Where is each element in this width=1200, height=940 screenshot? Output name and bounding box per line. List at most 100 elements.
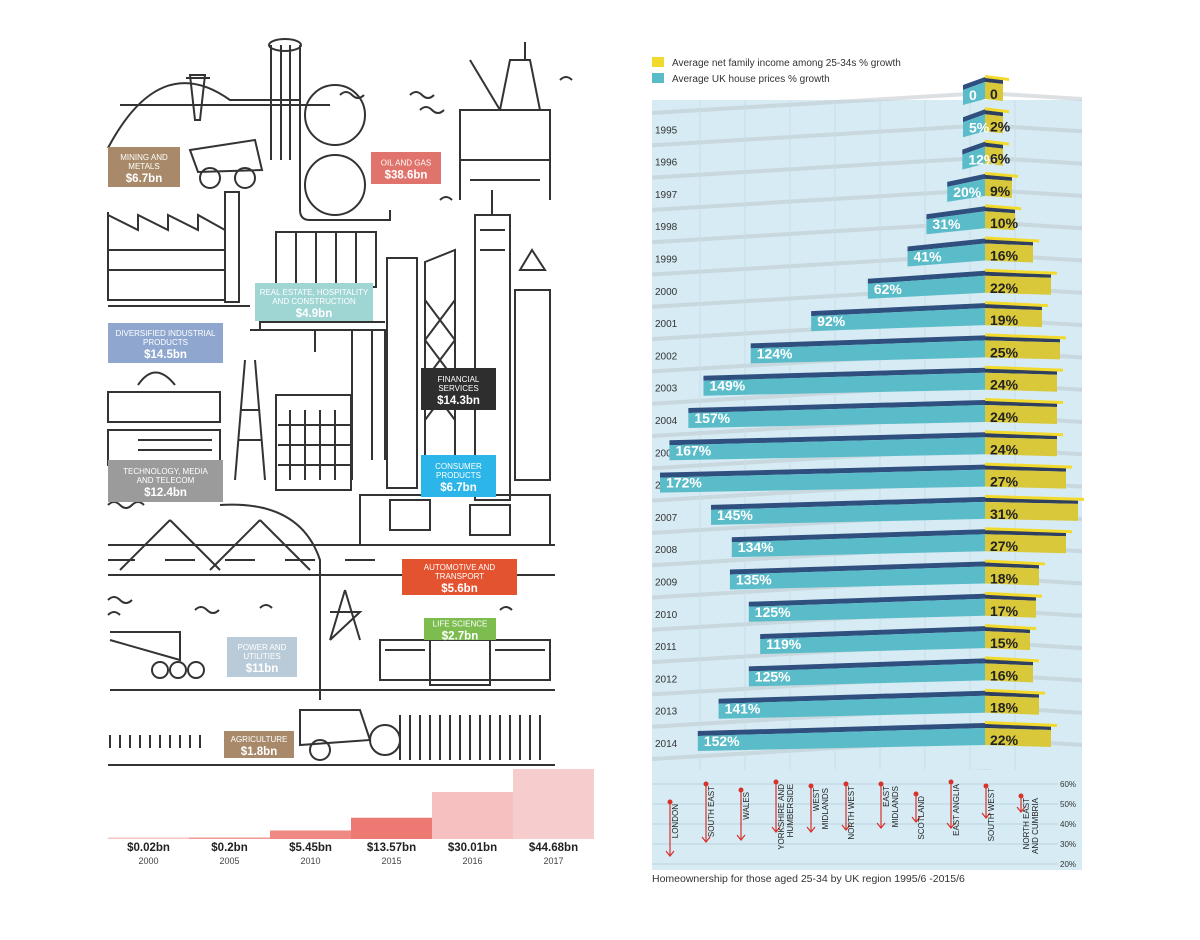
income-bar-top <box>985 432 1057 440</box>
region-label: LONDON <box>671 804 680 838</box>
region-label: WALES <box>742 792 751 820</box>
region-arrow-6: EAST MIDLANDS <box>876 781 900 829</box>
house-value-label: 41% <box>914 249 943 265</box>
sector-label-text: AUTOMOTIVE AND <box>424 563 496 572</box>
house-bar-face <box>731 534 985 558</box>
region-arrow-head <box>806 826 816 833</box>
region-start-dot <box>1018 793 1024 799</box>
suspension-bridge-icon <box>119 503 321 700</box>
income-bar-top <box>985 109 1003 117</box>
invest-value-label: $44.68bn <box>529 842 578 854</box>
house-bar-1998 <box>947 173 985 202</box>
income-value-label: 25% <box>990 344 1019 360</box>
legend-label-house: Average UK house prices % growth <box>672 74 830 85</box>
income-bar-1999 <box>985 204 1021 231</box>
house-bar-face <box>748 598 985 622</box>
house-bar-2006 <box>669 432 985 461</box>
income-bar-highlight <box>985 107 1009 114</box>
sector-label-8: LIFE SCIENCE $2.7bn <box>424 618 496 643</box>
investment-bar-chart: $0.02bn 2000 $0.2bn 2005 $5.45bn 2010 $13.57bn… <box>108 769 594 866</box>
sector-label-text: SERVICES <box>438 384 478 393</box>
house-value-label: 141% <box>725 701 761 717</box>
income-value-label: 18% <box>990 571 1019 587</box>
invest-year-label: 2015 <box>381 856 401 866</box>
house-value-label: 124% <box>757 345 793 361</box>
house-bar-top <box>711 496 985 510</box>
region-start-dot <box>703 781 709 787</box>
income-bar-highlight <box>985 75 1009 81</box>
house-bar-top <box>962 141 985 155</box>
sector-label-value: $14.5bn <box>144 349 187 361</box>
sector-label-box <box>108 323 223 363</box>
sector-label-box <box>224 731 294 758</box>
income-bar-2009 <box>985 527 1072 554</box>
income-bar-highlight <box>985 624 1036 631</box>
sector-label-text: AND TELECOM <box>137 476 195 485</box>
income-bar-highlight <box>985 462 1072 469</box>
house-bar-face <box>963 114 985 138</box>
income-bar-face <box>985 146 1003 166</box>
house-bar-face <box>697 728 985 751</box>
sector-label-box <box>227 637 297 677</box>
region-y-tick: 20% <box>1060 860 1076 869</box>
income-value-label: 22% <box>990 732 1019 748</box>
house-bar-2003 <box>750 335 985 364</box>
mine-hill-outline <box>107 82 301 149</box>
region-arrow-head <box>1016 806 1026 813</box>
house-bar-face <box>926 211 985 235</box>
sector-label-value: $2.7bn <box>442 631 478 643</box>
year-label: 2000 <box>655 287 678 298</box>
house-value-label: 5% <box>969 119 990 135</box>
house-value-label: 0 <box>969 87 977 103</box>
income-bar-face <box>985 534 1066 554</box>
house-bar-1995 <box>963 77 985 105</box>
house-bar-2007 <box>660 464 985 493</box>
house-bar-top <box>760 626 985 640</box>
income-bar-face <box>985 728 1051 747</box>
income-bar-top <box>985 77 1003 84</box>
region-arrow-head <box>736 834 746 841</box>
house-bar-2004 <box>703 367 985 396</box>
house-bar-top <box>669 432 985 446</box>
region-arrow-1: SOUTH EAST <box>701 781 716 843</box>
income-bar-face <box>985 501 1078 521</box>
house-bar-2015 <box>697 723 985 751</box>
income-bar-top <box>985 173 1012 181</box>
sector-label-value: $4.9bn <box>296 308 332 320</box>
sector-label-text: UTILITIES <box>243 652 280 661</box>
income-value-label: 27% <box>990 474 1019 490</box>
year-label: 2007 <box>655 513 678 524</box>
invest-bar-2010 <box>270 830 351 839</box>
sector-label-text: PRODUCTS <box>143 338 188 347</box>
income-bar-2000 <box>985 236 1039 263</box>
income-bar-2012 <box>985 624 1036 651</box>
region-arrow-10: NORTH EAST AND CUMBRIA <box>1016 793 1040 854</box>
income-value-label: 16% <box>990 667 1019 683</box>
year-label: 2012 <box>655 674 678 685</box>
sector-label-value: $11bn <box>246 663 279 675</box>
income-bar-1995 <box>985 75 1009 101</box>
invest-bar-2017 <box>513 769 594 839</box>
income-value-label: 31% <box>990 506 1019 522</box>
sector-label-box <box>421 368 496 410</box>
region-arrow-head <box>876 822 886 829</box>
income-value-label: 22% <box>990 280 1019 296</box>
region-label: SOUTH WEST <box>987 788 996 841</box>
region-start-dot <box>738 787 744 793</box>
region-label: WEST <box>812 788 821 811</box>
income-value-label: 16% <box>990 248 1019 264</box>
house-value-label: 145% <box>717 507 753 523</box>
income-bar-2004 <box>985 365 1063 392</box>
house-bar-1996 <box>963 109 985 138</box>
income-bar-2015 <box>985 721 1057 747</box>
region-arrow-head <box>841 824 851 831</box>
sector-label-text: FINANCIAL <box>438 375 480 384</box>
region-arrow-9: SOUTH WEST <box>981 783 996 841</box>
house-value-label: 135% <box>736 572 772 588</box>
house-bar-top <box>867 270 985 284</box>
legend-swatch-house <box>652 73 664 83</box>
hospital-building-icon <box>379 639 551 686</box>
